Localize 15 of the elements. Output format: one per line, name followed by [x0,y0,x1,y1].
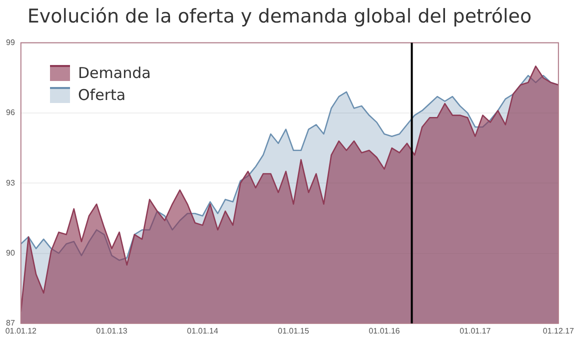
x-tick-label: 01.12.17 [542,326,575,336]
y-tick-label: 90 [6,248,16,258]
x-tick-label: 01.01.14 [187,326,219,336]
y-tick-label: 99 [6,38,16,48]
x-tick-label: 01.01.13 [96,326,128,336]
x-tick-label: 01.01.12 [5,326,38,336]
x-tick-label: 01.01.15 [278,326,310,336]
legend-label: Demanda [78,63,151,84]
legend-label: Oferta [78,85,126,106]
y-tick-label: 87 [6,318,16,328]
x-tick-label: 01.01.16 [368,326,400,336]
y-tick-label: 96 [6,108,16,118]
y-tick-label: 93 [6,178,16,188]
x-tick-label: 01.01.17 [460,326,492,336]
chart-title: Evolución de la oferta y demanda global del petróleo [27,5,532,28]
